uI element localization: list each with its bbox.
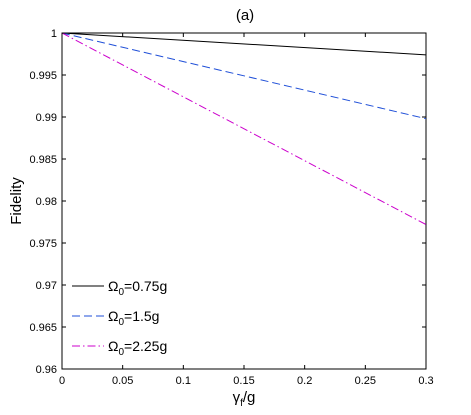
y-tick-label-7: 0.995	[29, 70, 57, 82]
legend-label-1-rest: =1.5g	[124, 308, 159, 324]
x-tick-label-2: 0.1	[176, 375, 191, 387]
x-axis-title-rest: /g	[243, 389, 256, 406]
chart-title: (a)	[236, 7, 254, 24]
y-axis-title: Fidelity	[8, 177, 25, 225]
y-tick-label-8: 1	[51, 28, 57, 40]
series-line-2	[62, 33, 426, 225]
y-tick-label-4: 0.98	[36, 196, 57, 208]
x-tick-label-4: 0.2	[297, 375, 312, 387]
x-tick-label-0: 0	[59, 375, 65, 387]
legend-label-2: Ω0=2.25g	[108, 338, 167, 358]
x-tick-label-3: 0.15	[233, 375, 254, 387]
y-tick-label-3: 0.975	[29, 238, 57, 250]
legend-label-2-main: Ω	[108, 338, 118, 354]
legend-label-0-rest: =0.75g	[124, 278, 167, 294]
legend-label-0: Ω0=0.75g	[108, 278, 167, 298]
y-tick-label-6: 0.99	[36, 112, 57, 124]
series-layer	[62, 33, 426, 225]
legend-label-0-main: Ω	[108, 278, 118, 294]
ticks-layer: 0 0.05 0.1 0.15 0.2 0.25 0.3 0.96 0.965 0.97 0.975…	[29, 28, 433, 387]
legend-label-1: Ω0=1.5g	[108, 308, 159, 328]
series-line-1	[62, 33, 426, 119]
x-tick-label-5: 0.25	[355, 375, 376, 387]
legend-label-2-rest: =2.25g	[124, 338, 167, 354]
y-tick-label-2: 0.97	[36, 280, 57, 292]
x-axis-title: γf/g	[233, 389, 256, 409]
y-tick-label-0: 0.96	[36, 364, 57, 376]
x-tick-label-1: 0.05	[112, 375, 133, 387]
x-tick-label-6: 0.3	[418, 375, 433, 387]
legend-label-1-main: Ω	[108, 308, 118, 324]
y-tick-label-1: 0.965	[29, 322, 57, 334]
legend: Ω0=0.75g Ω0=1.5g Ω0=2.25g	[72, 278, 167, 358]
y-tick-label-5: 0.985	[29, 154, 57, 166]
